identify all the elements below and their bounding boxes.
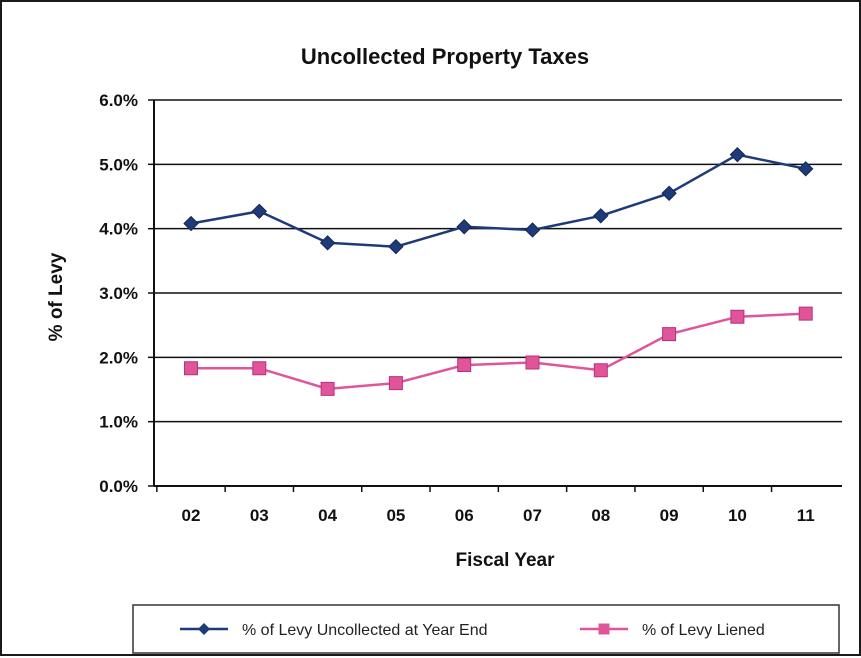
data-point-liened-03: [252, 361, 267, 376]
x-tick-label: 02: [182, 506, 201, 525]
data-point-liened-05: [388, 376, 403, 391]
data-point-uncollected-04: [319, 235, 336, 251]
data-point-uncollected-11: [797, 161, 814, 177]
axes: [148, 99, 842, 492]
y-axis-title: % of Levy: [46, 252, 67, 341]
data-point-liened-06: [457, 358, 472, 373]
legend-box: [132, 604, 840, 654]
data-point-liened-08: [593, 363, 608, 378]
x-tick-labels: 02 03 04 05 06 07 08 09 10 11: [182, 506, 815, 525]
y-tick-label: 2.0%: [99, 348, 138, 367]
data-point-uncollected-05: [388, 238, 404, 255]
data-point-liened-10: [730, 309, 745, 324]
data-point-uncollected-06: [456, 219, 472, 235]
chart-title: Uncollected Property Taxes: [301, 44, 589, 69]
data-point-uncollected-08: [593, 208, 609, 224]
y-tick-label: 5.0%: [99, 155, 138, 174]
data-point-uncollected-09: [661, 185, 677, 201]
x-tick-label: 03: [250, 506, 269, 525]
gridlines: [154, 99, 842, 423]
y-tick-labels: 0.0% 1.0% 2.0% 3.0% 4.0% 5.0% 6.0%: [99, 91, 138, 496]
series-line-0: [190, 153, 806, 248]
x-tick-label: 09: [660, 506, 679, 525]
x-tick-label: 07: [523, 506, 542, 525]
data-point-liened-04: [320, 381, 335, 396]
legend-label-uncollected: % of Levy Uncollected at Year End: [242, 622, 488, 639]
x-tick-label: 05: [386, 506, 405, 525]
data-point-liened-11: [798, 306, 813, 321]
data-point-liened-09: [662, 327, 677, 342]
x-tick-label: 08: [591, 506, 610, 525]
data-point-uncollected-10: [729, 146, 746, 163]
x-tick-label: 11: [797, 506, 815, 525]
series-line-1: [191, 312, 806, 391]
x-tick-label: 10: [728, 506, 747, 525]
legend-marker-uncollected: [198, 623, 210, 635]
series-lines: [183, 146, 814, 396]
y-tick-label: 4.0%: [99, 220, 138, 239]
legend-label-liened: % of Levy Liened: [642, 622, 765, 639]
y-tick-label: 6.0%: [99, 91, 138, 110]
y-tick-label: 0.0%: [99, 477, 138, 496]
legend-marker-liened: [598, 623, 610, 635]
y-tick-label: 3.0%: [99, 284, 138, 303]
x-axis-title: Fiscal Year: [456, 550, 556, 571]
x-tick-label: 06: [455, 506, 474, 525]
data-point-liened-07: [525, 355, 540, 370]
x-tick-label: 04: [318, 506, 337, 525]
data-point-uncollected-02: [183, 215, 199, 232]
data-point-liened-02: [184, 361, 198, 376]
legend: % of Levy Uncollected at Year End % of L…: [132, 604, 840, 654]
data-point-uncollected-07: [524, 222, 541, 238]
data-point-uncollected-03: [251, 203, 268, 220]
y-tick-label: 1.0%: [99, 413, 138, 432]
